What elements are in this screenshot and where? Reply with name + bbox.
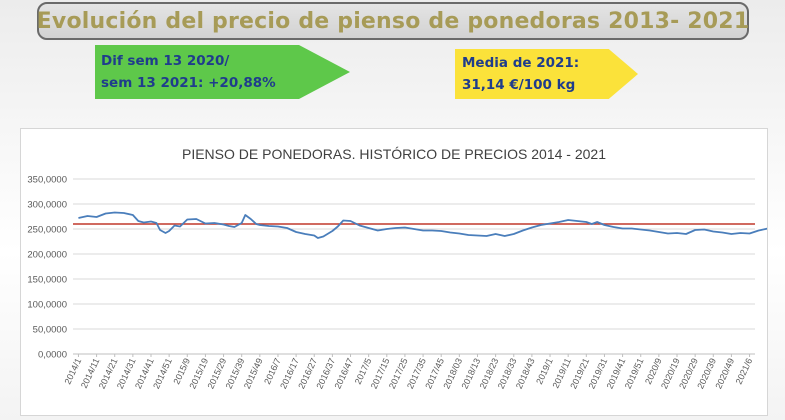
- y-tick-label: 250,0000: [27, 225, 67, 236]
- page-title: Evolución del precio de pienso de ponedo…: [36, 8, 750, 34]
- y-tick-label: 100,0000: [27, 300, 67, 311]
- title-banner: Evolución del precio de pienso de ponedo…: [37, 2, 749, 40]
- chart-title: PIENSO DE PONEDORAS. HISTÓRICO DE PRECIO…: [182, 146, 606, 162]
- x-tick-label: 2021/6: [734, 357, 755, 386]
- mean-callout-line2: 31,14 €/100 kg: [462, 77, 576, 93]
- y-tick-label: 300,0000: [27, 200, 67, 211]
- y-tick-label: 200,0000: [27, 250, 67, 261]
- difference-callout-line2: sem 13 2021: +20,88%: [101, 75, 276, 91]
- price-series-line: [78, 211, 785, 239]
- y-tick-label: 150,0000: [27, 275, 67, 286]
- difference-callout-line1: Dif sem 13 2020/: [101, 53, 230, 69]
- mean-callout: Media de 2021: 31,14 €/100 kg: [455, 49, 638, 99]
- chart-panel: PIENSO DE PONEDORAS. HISTÓRICO DE PRECIO…: [20, 128, 785, 416]
- y-tick-label: 350,0000: [27, 175, 67, 186]
- mean-callout-line1: Media de 2021:: [462, 55, 580, 71]
- y-tick-label: 50,0000: [33, 325, 67, 336]
- price-history-chart: PIENSO DE PONEDORAS. HISTÓRICO DE PRECIO…: [27, 146, 785, 390]
- difference-callout: Dif sem 13 2020/ sem 13 2021: +20,88%: [95, 45, 350, 99]
- y-tick-label: 0,0000: [38, 350, 67, 361]
